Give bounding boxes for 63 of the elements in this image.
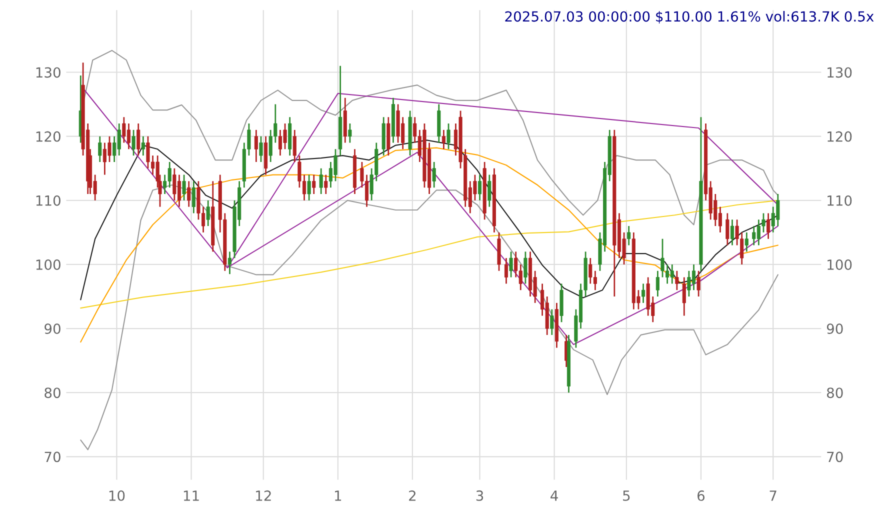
candlestick [228,250,232,275]
candlestick [259,136,263,163]
y2-tick-label: 130 [828,67,852,78]
x-tick-label: 7 [770,490,776,501]
candlestick [98,136,102,163]
y-tick-label: 110 [36,195,60,206]
y-tick-label: 100 [36,259,60,270]
x-tick-label: 6 [698,490,705,501]
candlestick [509,250,513,278]
candlestick [319,168,323,195]
x-tick-label: 10 [109,490,125,501]
candlestick [730,218,734,246]
candlestick [348,122,352,144]
y2-tick-label: 70 [827,452,843,462]
y2-tick-label: 120 [828,131,852,142]
candlestick [550,308,554,336]
candlestick [187,180,191,208]
x-tick-label: 5 [623,490,630,501]
candlestick [478,174,482,202]
candlestick [627,225,631,246]
candlestick [442,129,446,150]
candlestick [504,257,508,284]
line-series [80,200,778,309]
x-tick-label: 1 [335,490,342,501]
y2-tick-label: 90 [826,324,843,334]
candlestick [254,129,258,163]
candlestick [136,122,140,156]
x-tick-label: 2 [409,490,416,501]
candlestick [696,270,700,298]
chart-title: 2025.07.03 00:00:00 $110.00 1.61% vol:613.7K 0.5x [505,10,874,24]
y-tick-label: 120 [36,131,60,142]
candlestick [726,212,730,246]
candlestick [182,174,186,202]
y2-tick-label: 80 [826,388,843,398]
candlestick [192,180,196,214]
candlestick [132,129,136,156]
candlestick [292,129,296,163]
candlestick [324,174,328,195]
candlestick [744,232,748,252]
line-series [80,147,778,343]
candlestick [307,174,311,202]
candlestick [432,161,436,188]
x-tick-label: 11 [184,490,199,501]
y-tick-label: 80 [44,388,60,398]
x-tick-label: 12 [256,490,271,501]
candlestick [524,250,528,284]
x-tick-label: 4 [550,490,558,501]
candlestick [682,276,686,316]
y-tick-label: 90 [44,324,60,334]
y-tick-label: 130 [36,67,60,78]
candlestick [766,212,770,240]
candlestick [488,174,492,208]
candlestick [641,282,646,304]
candlestick [656,270,660,298]
candlestick [206,200,210,227]
y2-tick-label: 100 [828,259,852,270]
candlestick [675,270,679,291]
candlestick [141,136,145,156]
y2-tick-label: 110 [828,195,852,206]
candlestick [446,122,450,150]
y-tick-label: 70 [44,452,60,462]
x-tick-label: 3 [476,490,484,501]
candlestick [312,174,316,195]
